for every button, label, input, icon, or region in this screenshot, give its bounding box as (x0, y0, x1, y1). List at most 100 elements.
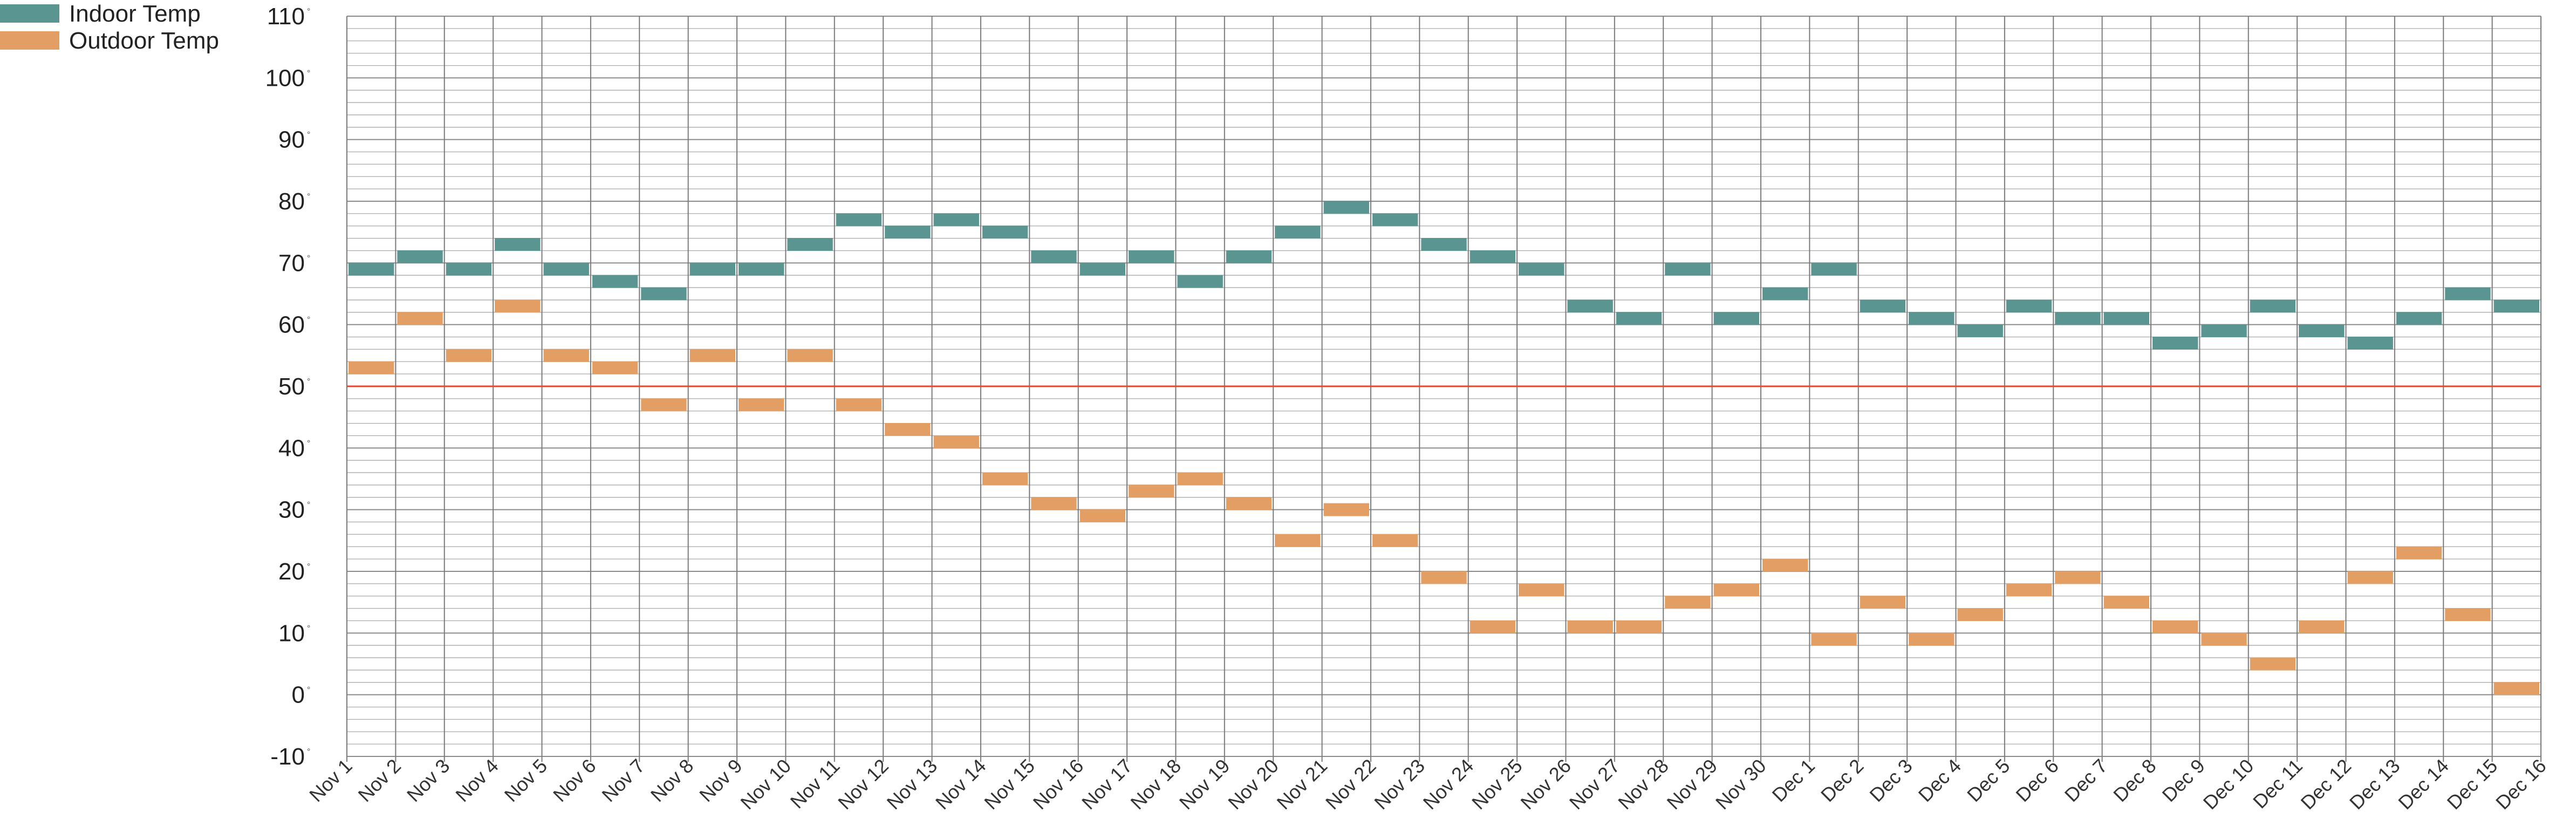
outdoor-temp-marker (2396, 546, 2442, 559)
outdoor-temp-marker (2152, 620, 2198, 633)
indoor-temp-marker (689, 262, 736, 276)
y-tick-label: 40 (278, 435, 305, 461)
indoor-temp-marker (2250, 299, 2296, 313)
outdoor-temp-marker (446, 349, 492, 362)
indoor-temp-marker (1470, 250, 1516, 263)
x-tick-label: Dec 2 (1816, 755, 1868, 806)
y-tick-degree: ° (307, 439, 310, 448)
y-tick-label: 90 (278, 127, 305, 153)
indoor-temp-marker (2347, 336, 2393, 350)
legend-swatch-indoor (0, 4, 59, 23)
outdoor-temp-marker (1470, 620, 1516, 633)
x-tick-label: Nov 8 (646, 755, 698, 806)
x-tick-label: Nov 10 (736, 755, 795, 814)
y-tick-label: 20 (278, 558, 305, 585)
indoor-temp-marker (1226, 250, 1272, 263)
x-tick-label: Nov 27 (1565, 755, 1624, 814)
indoor-temp-marker (2396, 312, 2442, 325)
legend-label-outdoor: Outdoor Temp (69, 28, 219, 54)
x-tick-label: Dec 16 (2491, 755, 2551, 814)
outdoor-temp-marker (1421, 571, 1467, 584)
indoor-temp-marker (2006, 299, 2052, 313)
outdoor-temp-marker (1177, 472, 1223, 486)
y-tick-degree: ° (307, 624, 310, 633)
x-tick-label: Dec 15 (2443, 755, 2502, 814)
x-tick-label: Nov 5 (500, 755, 551, 806)
indoor-temp-marker (543, 262, 589, 276)
outdoor-temp-marker (1616, 620, 1662, 633)
indoor-temp-marker (1811, 262, 1857, 276)
outdoor-temp-marker (592, 361, 638, 374)
indoor-temp-marker (2055, 312, 2101, 325)
outdoor-temp-marker (1811, 632, 1857, 646)
outdoor-temp-marker (836, 398, 882, 412)
x-tick-label: Nov 26 (1516, 755, 1575, 814)
outdoor-temp-marker (2006, 583, 2052, 597)
outdoor-temp-marker (1129, 484, 1174, 498)
indoor-temp-marker (933, 213, 979, 227)
y-tick-label: 10 (278, 620, 305, 646)
outdoor-temp-marker (641, 398, 687, 412)
y-tick-degree: ° (307, 377, 310, 386)
x-tick-label: Nov 28 (1614, 755, 1673, 814)
x-tick-label: Dec 10 (2199, 755, 2258, 814)
x-tick-label: Dec 5 (1963, 755, 2014, 806)
x-tick-label: Nov 7 (597, 755, 648, 806)
x-tick-label: Dec 7 (2060, 755, 2112, 806)
x-tick-label: Dec 1 (1767, 755, 1819, 806)
indoor-temp-marker (592, 275, 638, 288)
outdoor-temp-marker (2250, 657, 2296, 671)
x-tick-label: Nov 19 (1175, 755, 1234, 814)
outdoor-temp-marker (689, 349, 736, 362)
indoor-temp-marker (1762, 287, 1808, 301)
outdoor-temp-marker (1567, 620, 1613, 633)
indoor-temp-marker (1031, 250, 1077, 263)
indoor-temp-marker (1519, 262, 1564, 276)
x-tick-label: Dec 4 (1914, 755, 1965, 806)
indoor-temp-marker (1909, 312, 1955, 325)
y-tick-label: 110 (267, 3, 305, 30)
x-tick-label: Nov 14 (931, 755, 990, 814)
x-tick-label: Dec 3 (1865, 755, 1916, 806)
outdoor-temp-marker (982, 472, 1028, 486)
legend-swatch-outdoor (0, 31, 59, 50)
x-tick-label: Nov 11 (786, 755, 844, 813)
x-tick-label: Nov 23 (1370, 755, 1429, 814)
x-tick-label: Nov 22 (1321, 755, 1381, 814)
y-tick-degree: ° (307, 254, 310, 263)
y-tick-label: 70 (278, 250, 305, 276)
x-tick-label: Nov 29 (1663, 755, 1722, 814)
x-tick-label: Nov 20 (1224, 755, 1283, 814)
indoor-temp-marker (2201, 324, 2247, 338)
indoor-temp-marker (2493, 299, 2539, 313)
indoor-temp-marker (1421, 238, 1467, 251)
indoor-temp-marker (787, 238, 833, 251)
outdoor-temp-marker (1226, 497, 1272, 510)
outdoor-temp-marker (1909, 632, 1955, 646)
outdoor-temp-marker (543, 349, 589, 362)
indoor-temp-marker (1323, 201, 1369, 214)
y-tick-degree: ° (307, 562, 310, 571)
outdoor-temp-marker (1079, 509, 1126, 523)
indoor-temp-marker (1129, 250, 1174, 263)
legend-item-outdoor: Outdoor Temp (0, 28, 219, 54)
plot-area: 110 °100 °90 °80 °70 °60 °50 °40 °30 °20 °10 °0 °-10… (265, 3, 2551, 814)
x-tick-label: Nov 3 (402, 755, 454, 806)
indoor-temp-marker (1616, 312, 1662, 325)
indoor-temp-marker (1177, 275, 1223, 288)
indoor-temp-marker (1665, 262, 1711, 276)
x-tick-label: Nov 2 (354, 755, 405, 806)
y-tick-label: 50 (278, 373, 305, 400)
outdoor-temp-marker (1860, 596, 1906, 609)
y-tick-degree: ° (307, 747, 310, 756)
indoor-temp-marker (2152, 336, 2198, 350)
outdoor-temp-marker (1713, 583, 1759, 597)
indoor-temp-marker (2299, 324, 2345, 338)
y-tick-degree: ° (307, 69, 310, 78)
indoor-temp-marker (1079, 262, 1126, 276)
y-tick-degree: ° (307, 686, 310, 695)
legend-label-indoor: Indoor Temp (69, 1, 201, 27)
y-tick-label: 80 (278, 188, 305, 215)
indoor-temp-marker (739, 262, 784, 276)
legend: Indoor Temp Outdoor Temp (0, 1, 219, 54)
